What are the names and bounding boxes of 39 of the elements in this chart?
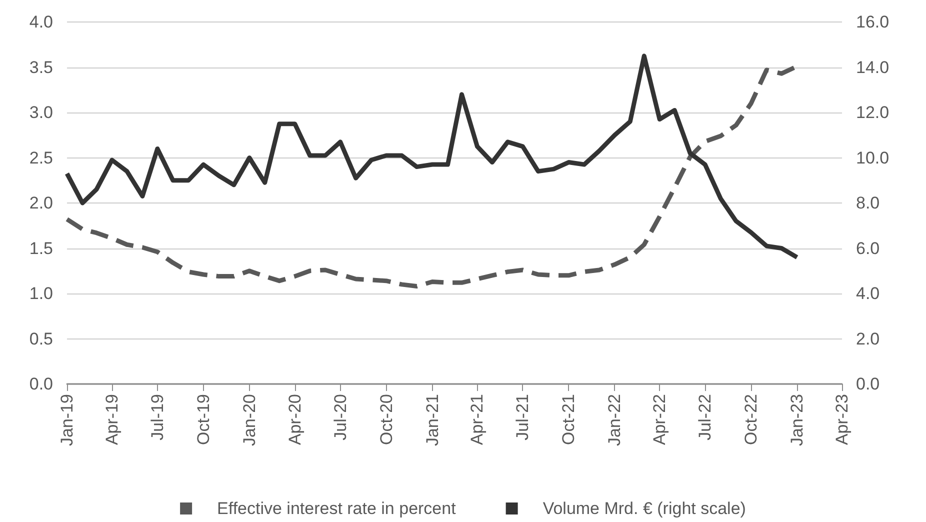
y2-tick-label: 6.0	[856, 238, 880, 258]
x-tick-label: Jan-20	[240, 394, 259, 446]
x-tick-label: Jul-21	[513, 394, 532, 440]
x-tick-label: Apr-22	[650, 394, 670, 446]
x-tick-label: Oct-20	[376, 394, 396, 446]
x-tick-label: Jul-22	[696, 394, 715, 440]
legend-label: Effective interest rate in percent	[217, 499, 456, 518]
y-tick-label: 3.5	[29, 58, 53, 77]
x-tick-label: Apr-19	[102, 394, 122, 446]
y2-tick-label: 12.0	[856, 103, 890, 122]
x-tick-label: Jan-22	[605, 394, 624, 446]
y-tick-label: 2.0	[29, 194, 53, 212]
y2-tick-label: 4.0	[856, 284, 880, 303]
x-tick-label: Jul-20	[330, 394, 350, 440]
y2-tick-label: 8.0	[856, 194, 880, 212]
y2-tick-label: 0.0	[856, 374, 880, 394]
y-tick-label: 0.0	[29, 374, 53, 394]
y2-tick-label: 16.0	[856, 12, 890, 32]
x-tick-label: Oct-22	[742, 394, 761, 446]
y-tick-label: 3.0	[29, 103, 53, 122]
y-tick-label: 4.0	[29, 12, 53, 32]
x-tick-label: Jan-21	[422, 394, 442, 446]
x-tick-label: Oct-19	[194, 394, 213, 446]
x-tick-label: Apr-20	[285, 394, 304, 446]
y-tick-label: 1.5	[29, 238, 53, 258]
x-tick-label: Jan-23	[788, 394, 807, 446]
y2-tick-label: 2.0	[856, 329, 880, 348]
y-tick-label: 2.5	[29, 148, 53, 168]
x-tick-label: Jan-19	[58, 394, 76, 446]
x-tick-label: Apr-23	[832, 394, 852, 446]
x-tick-label: Oct-21	[559, 394, 578, 446]
y2-tick-label: 10.0	[856, 148, 890, 168]
y-tick-label: 1.0	[29, 284, 53, 303]
x-tick-label: Apr-21	[468, 394, 487, 446]
legend-label: Volume Mrd. € (right scale)	[542, 499, 746, 518]
line-series	[64, 54, 800, 260]
y-tick-label: 0.5	[29, 329, 53, 348]
y2-tick-label: 14.0	[856, 58, 890, 77]
x-tick-label: Jul-19	[148, 394, 167, 440]
